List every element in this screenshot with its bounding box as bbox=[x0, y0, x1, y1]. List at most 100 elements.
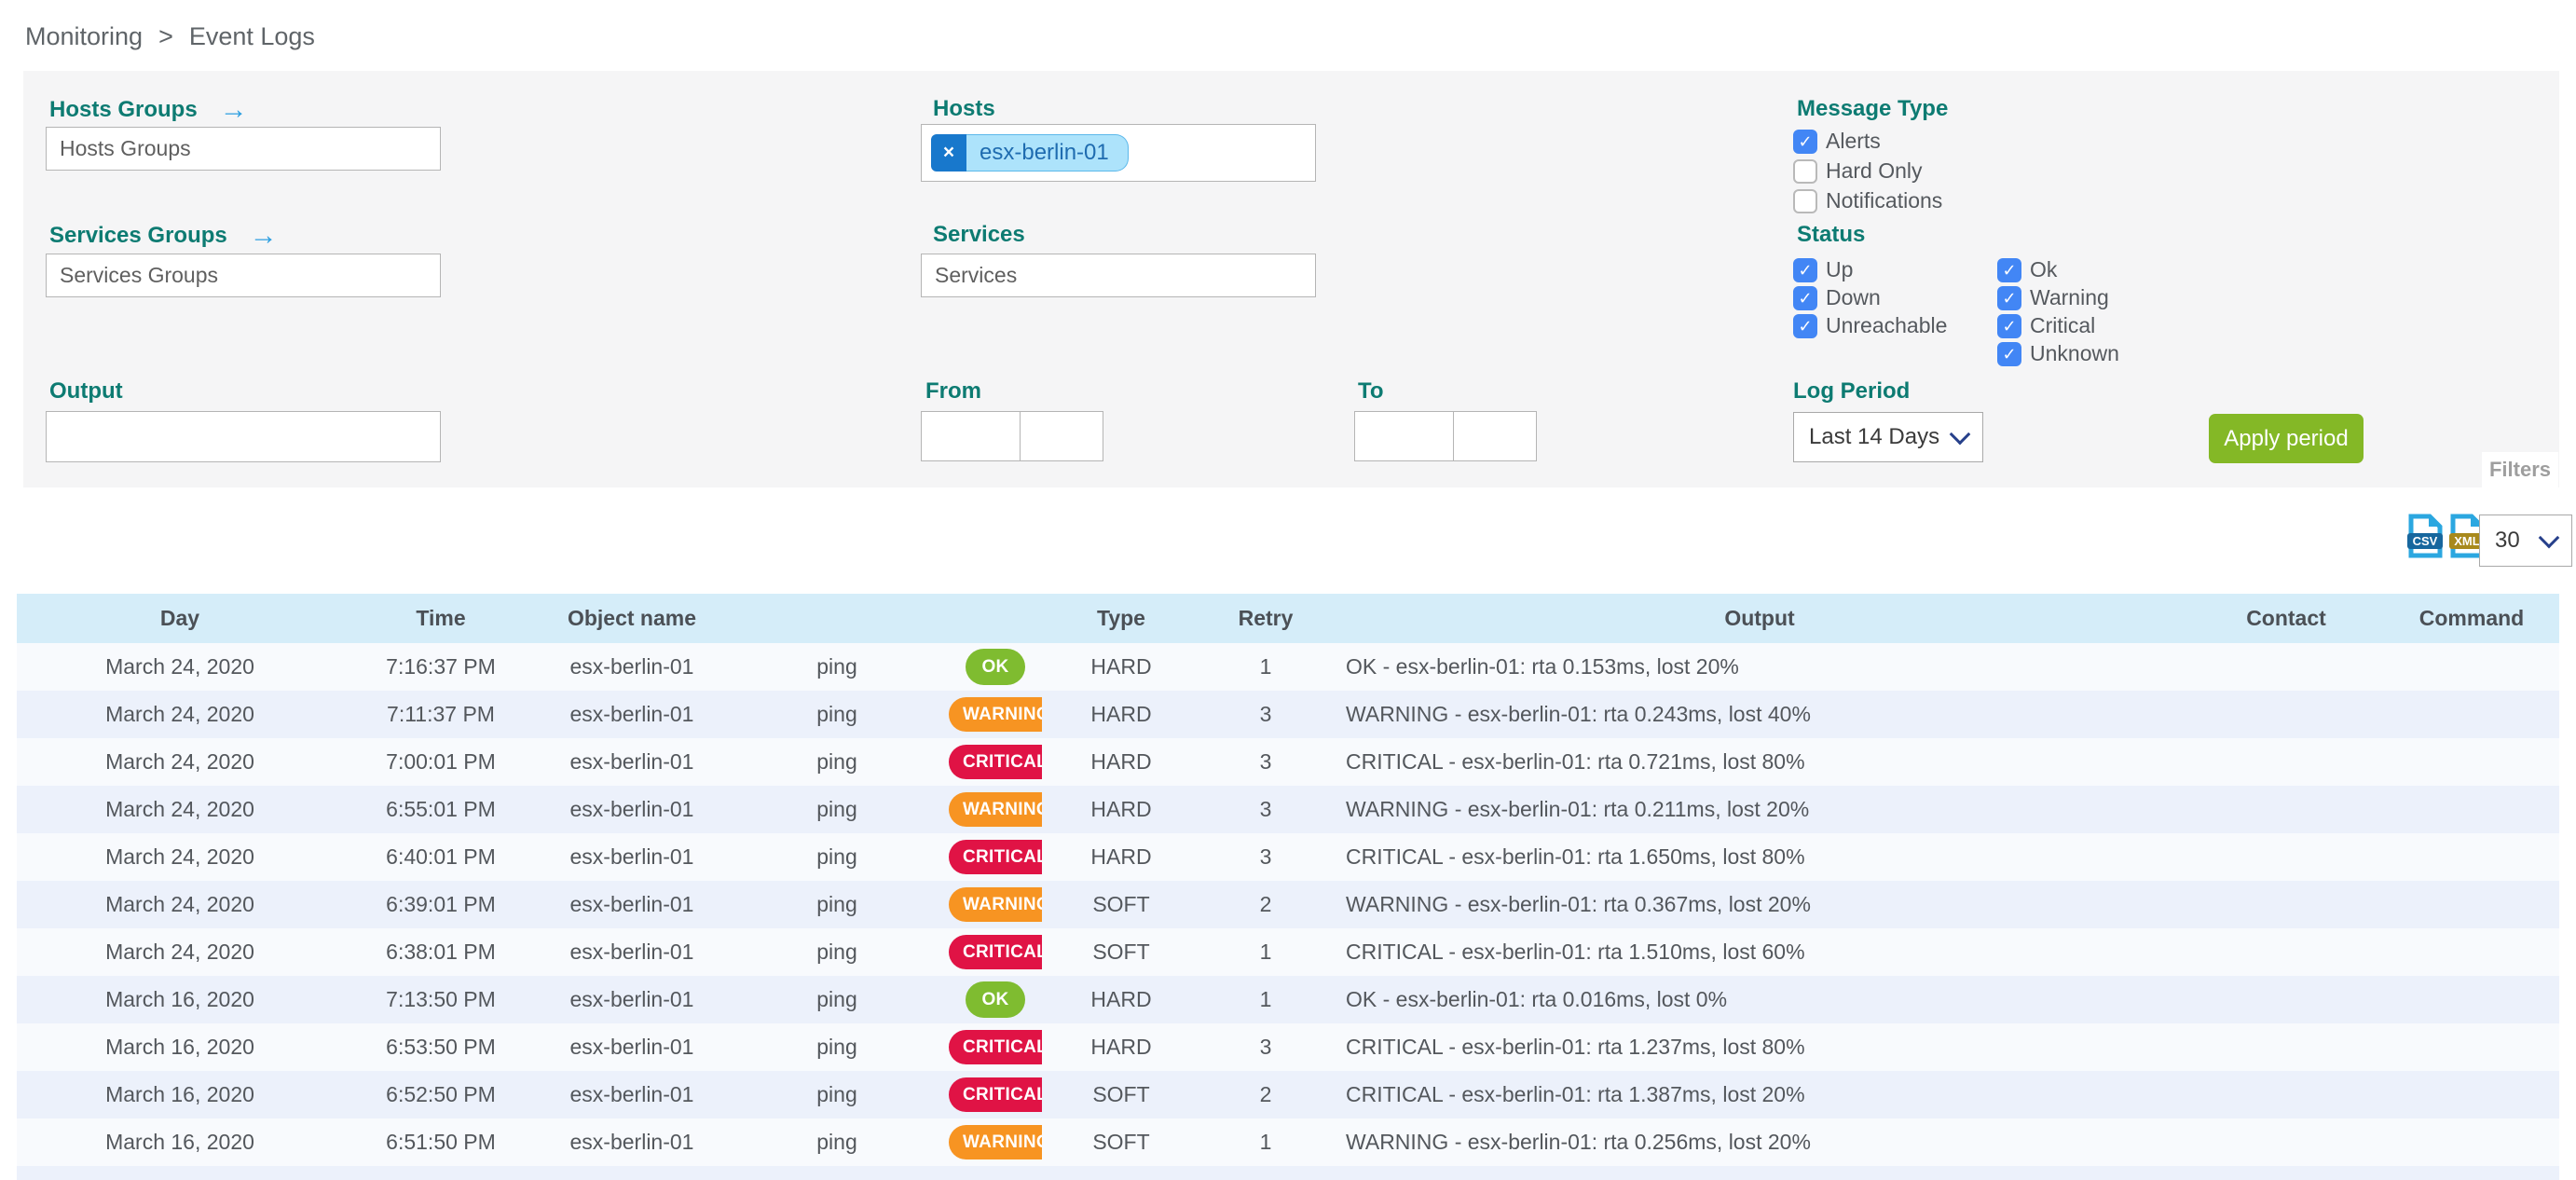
checkbox-unchecked-icon[interactable] bbox=[1793, 158, 1817, 184]
from-date-input[interactable] bbox=[921, 411, 1021, 461]
to-time-input[interactable] bbox=[1453, 411, 1537, 461]
cell-command bbox=[2384, 1023, 2559, 1071]
checkbox-status-unreachable[interactable]: ✓ Unreachable bbox=[1793, 313, 1947, 338]
cell-object-name: esx-berlin-01 bbox=[569, 1082, 694, 1106]
cell-day: March 24, 2020 bbox=[105, 844, 254, 869]
cell-type: HARD bbox=[1090, 987, 1152, 1011]
csv-export-icon[interactable]: CSV bbox=[2406, 514, 2444, 558]
table-row: March 24, 2020 7:11:37 PM esx-berlin-01 pin… bbox=[17, 691, 2559, 738]
checkbox-status-down[interactable]: ✓ Down bbox=[1793, 285, 1947, 310]
breadcrumb-event-logs[interactable]: Event Logs bbox=[188, 22, 315, 50]
column-header-time[interactable]: Time bbox=[343, 594, 539, 643]
cell-object-name: esx-berlin-01 bbox=[569, 749, 694, 774]
cell-time: 6:55:01 PM bbox=[386, 797, 496, 821]
checkbox-label: Unknown bbox=[2030, 341, 2119, 365]
apply-period-button[interactable]: Apply period bbox=[2209, 414, 2364, 463]
checkbox-checked-icon[interactable]: ✓ bbox=[1997, 313, 2021, 338]
checkbox-label: Up bbox=[1826, 257, 1854, 281]
services-groups-input[interactable] bbox=[46, 254, 441, 297]
cell-day: March 16, 2020 bbox=[105, 1035, 254, 1059]
cell-type: SOFT bbox=[1092, 940, 1150, 964]
column-header-object-name[interactable]: Object name bbox=[539, 594, 725, 643]
column-header-type[interactable]: Type bbox=[1042, 594, 1200, 643]
status-badge: CRITICAL bbox=[949, 1030, 1042, 1064]
column-header-status bbox=[949, 594, 1042, 643]
selected-host-tag-label: esx-berlin-01 bbox=[966, 134, 1129, 172]
cell-day: March 24, 2020 bbox=[105, 892, 254, 916]
checkbox-status-ok[interactable]: ✓ Ok bbox=[1997, 257, 2119, 282]
cell-output: CRITICAL - esx-berlin-01: rta 1.237ms, l… bbox=[1346, 1035, 1805, 1059]
cell-status: OK bbox=[949, 976, 1042, 1023]
checkbox-checked-icon[interactable]: ✓ bbox=[1997, 341, 2021, 366]
cell-service: ping bbox=[816, 797, 857, 821]
clipped-next-row bbox=[17, 1166, 2559, 1180]
page-size-value: 30 bbox=[2495, 528, 2520, 553]
checkbox-checked-icon[interactable]: ✓ bbox=[1793, 313, 1817, 338]
checkbox-message-type-hard-only[interactable]: Hard Only bbox=[1793, 158, 1942, 184]
checkbox-status-critical[interactable]: ✓ Critical bbox=[1997, 313, 2119, 338]
cell-day: March 24, 2020 bbox=[105, 702, 254, 726]
cell-contact bbox=[2188, 881, 2384, 928]
status-label-text: Status bbox=[1797, 222, 1866, 247]
services-groups-link-arrow-icon[interactable]: → bbox=[249, 220, 278, 251]
from-time-input[interactable] bbox=[1020, 411, 1103, 461]
table-row: March 24, 2020 7:00:01 PM esx-berlin-01 pin… bbox=[17, 738, 2559, 786]
status-badge: WARNING bbox=[949, 697, 1042, 732]
chevron-down-icon bbox=[1949, 423, 1971, 445]
services-groups-label-text: Services Groups bbox=[49, 223, 227, 248]
status-badge: WARNING bbox=[949, 887, 1042, 922]
checkbox-checked-icon[interactable]: ✓ bbox=[1793, 129, 1817, 154]
column-header-contact[interactable]: Contact bbox=[2188, 594, 2384, 643]
hosts-input[interactable]: × esx-berlin-01 bbox=[921, 124, 1316, 182]
status-badge: CRITICAL bbox=[949, 1077, 1042, 1112]
hosts-groups-link-arrow-icon[interactable]: → bbox=[219, 94, 248, 125]
checkbox-message-type-notifications[interactable]: Notifications bbox=[1793, 188, 1942, 213]
checkbox-label: Unreachable bbox=[1826, 313, 1948, 337]
column-header-retry[interactable]: Retry bbox=[1200, 594, 1331, 643]
cell-retry: 1 bbox=[1259, 987, 1272, 1011]
cell-type: HARD bbox=[1090, 654, 1152, 679]
cell-retry: 1 bbox=[1259, 1130, 1272, 1154]
cell-command bbox=[2384, 881, 2559, 928]
cell-command bbox=[2384, 643, 2559, 691]
cell-time: 6:53:50 PM bbox=[386, 1035, 496, 1059]
checkbox-checked-icon[interactable]: ✓ bbox=[1997, 285, 2021, 310]
checkbox-checked-icon[interactable]: ✓ bbox=[1793, 257, 1817, 282]
column-header-day[interactable]: Day bbox=[17, 594, 343, 643]
log-period-select[interactable]: Last 14 Days bbox=[1793, 412, 1983, 462]
status-badge: OK bbox=[966, 649, 1025, 685]
cell-service: ping bbox=[816, 1082, 857, 1106]
page-size-select[interactable]: 30 bbox=[2479, 515, 2572, 567]
cell-retry: 3 bbox=[1259, 702, 1272, 726]
cell-object-name: esx-berlin-01 bbox=[569, 987, 694, 1011]
hosts-groups-input[interactable] bbox=[46, 127, 441, 171]
cell-contact bbox=[2188, 976, 2384, 1023]
checkbox-message-type-alerts[interactable]: ✓ Alerts bbox=[1793, 129, 1942, 154]
output-input[interactable] bbox=[46, 411, 441, 462]
checkbox-status-up[interactable]: ✓ Up bbox=[1793, 257, 1947, 282]
status-badge: OK bbox=[966, 981, 1025, 1018]
cell-output: CRITICAL - esx-berlin-01: rta 1.650ms, l… bbox=[1346, 844, 1805, 869]
cell-command bbox=[2384, 833, 2559, 881]
cell-type: HARD bbox=[1090, 797, 1152, 821]
cell-status: CRITICAL bbox=[949, 928, 1042, 976]
checkbox-checked-icon[interactable]: ✓ bbox=[1997, 257, 2021, 282]
breadcrumb: Monitoring > Event Logs bbox=[25, 22, 315, 51]
cell-time: 7:11:37 PM bbox=[387, 702, 495, 726]
checkbox-status-unknown[interactable]: ✓ Unknown bbox=[1997, 341, 2119, 366]
to-date-input[interactable] bbox=[1354, 411, 1454, 461]
cell-day: March 24, 2020 bbox=[105, 749, 254, 774]
column-header-command[interactable]: Command bbox=[2384, 594, 2559, 643]
checkbox-status-warning[interactable]: ✓ Warning bbox=[1997, 285, 2119, 310]
checkbox-unchecked-icon[interactable] bbox=[1793, 188, 1817, 213]
filters-tab[interactable]: Filters bbox=[2482, 452, 2558, 487]
remove-tag-icon[interactable]: × bbox=[931, 134, 966, 172]
checkbox-label: Alerts bbox=[1826, 129, 1881, 153]
cell-time: 6:51:50 PM bbox=[386, 1130, 496, 1154]
breadcrumb-monitoring[interactable]: Monitoring bbox=[25, 22, 144, 50]
checkbox-checked-icon[interactable]: ✓ bbox=[1793, 285, 1817, 310]
status-badge: WARNING bbox=[949, 1125, 1042, 1159]
column-header-output[interactable]: Output bbox=[1331, 594, 2188, 643]
services-input[interactable] bbox=[921, 254, 1316, 297]
table-row: March 16, 2020 6:53:50 PM esx-berlin-01 pin… bbox=[17, 1023, 2559, 1071]
